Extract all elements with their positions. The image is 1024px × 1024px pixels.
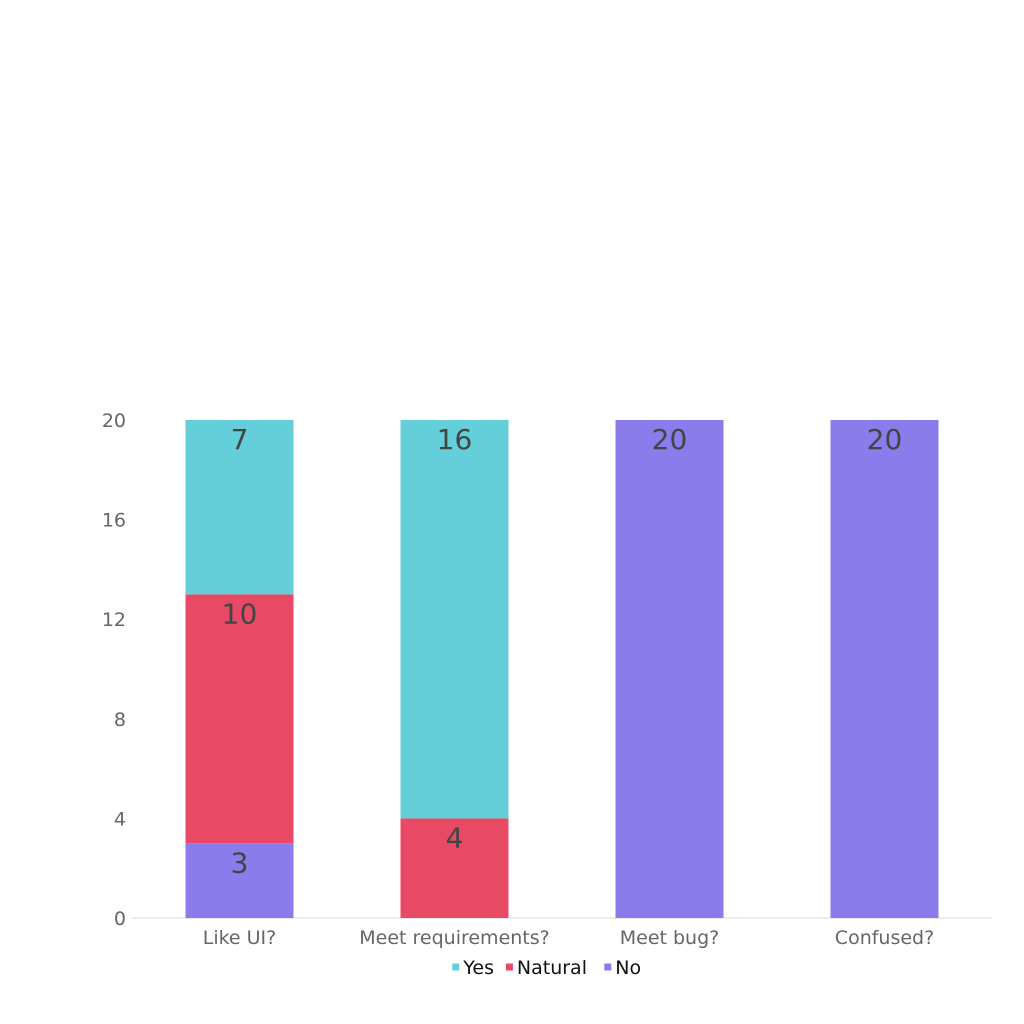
legend-swatch-natural — [505, 963, 513, 971]
bar-confused-no — [830, 420, 939, 918]
bar-meet-requirements-natural — [400, 818, 509, 918]
bar-meet-bug-no — [615, 420, 724, 918]
bar-like-ui-no — [185, 843, 294, 918]
legend-label-yes: Yes — [462, 957, 494, 979]
y-tick-label-16: 16 — [102, 510, 126, 532]
bar-meet-requirements-yes — [400, 420, 509, 819]
legend-label-natural: Natural — [517, 957, 587, 979]
y-tick-label-20: 20 — [102, 410, 126, 432]
data-label-confused-no: 20 — [867, 423, 903, 456]
data-label-like-ui-no: 3 — [231, 846, 249, 879]
bar-like-ui-natural — [185, 594, 294, 844]
y-tick-label-0: 0 — [114, 908, 126, 930]
y-axis: 0 4 8 12 16 20 — [102, 410, 126, 930]
data-label-meet-requirements-yes: 16 — [437, 423, 473, 456]
x-tick-label-meet-requirements: Meet requirements? — [359, 927, 549, 949]
y-tick-label-12: 12 — [102, 609, 126, 631]
legend-label-no: No — [615, 957, 641, 979]
bars — [185, 420, 939, 918]
bar-like-ui-yes — [185, 420, 294, 595]
legend-swatch-no — [604, 963, 612, 971]
x-tick-label-like-ui: Like UI? — [203, 927, 277, 949]
legend-swatch-yes — [452, 963, 460, 971]
x-tick-label-confused: Confused? — [835, 927, 934, 949]
y-tick-label-8: 8 — [114, 709, 126, 731]
data-label-meet-requirements-natural: 4 — [446, 821, 464, 854]
data-label-like-ui-yes: 7 — [231, 423, 249, 456]
legend: Yes Natural No — [452, 957, 641, 979]
x-tick-label-meet-bug: Meet bug? — [620, 927, 720, 949]
data-labels: 3 10 7 4 16 20 20 — [222, 423, 903, 879]
x-axis: Like UI? Meet requirements? Meet bug? Confu… — [132, 917, 992, 949]
data-label-like-ui-natural: 10 — [222, 597, 258, 630]
y-tick-label-4: 4 — [114, 808, 126, 830]
data-label-meet-bug-no: 20 — [652, 423, 688, 456]
